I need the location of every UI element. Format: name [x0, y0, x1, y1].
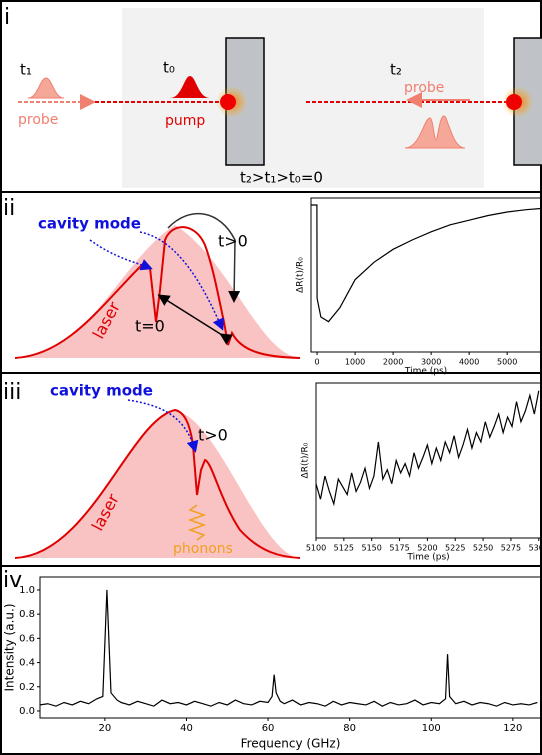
label: cavity mode [38, 215, 141, 233]
spot [220, 94, 236, 110]
x-axis-label: Time (ps) [406, 553, 449, 563]
panel-label: i [4, 5, 10, 30]
label: t₁ [20, 61, 32, 79]
x-tick-label: 3000 [421, 358, 441, 367]
spot [506, 94, 522, 110]
arrow [167, 212, 241, 303]
y-tick-label: 0.4 [19, 658, 35, 669]
x-axis-label: Frequency (GHz) [241, 737, 341, 751]
label: t₂>t₁>t₀=0 [240, 169, 323, 187]
label: pump [165, 113, 205, 129]
x-tick-label: 5250 [473, 544, 493, 553]
x-tick-label: 5175 [389, 544, 409, 553]
label: phonons [173, 541, 233, 557]
y-tick-label: 0.0 [19, 706, 35, 717]
x-tick-label: 60 [262, 723, 275, 734]
plot-frame [315, 382, 542, 539]
x-tick-label: 80 [343, 723, 356, 734]
pulse [27, 77, 65, 99]
x-tick-label: 5000 [497, 358, 517, 367]
arrow [89, 239, 153, 271]
pulse [170, 76, 210, 98]
label: t>0 [218, 232, 248, 251]
y-axis-label: ΔR(t)/R₀ [301, 442, 311, 478]
phonon-wave [187, 504, 207, 541]
label: probe [404, 80, 444, 96]
y-axis-label: Intensity (a.u.) [3, 604, 17, 692]
y-tick-label: 0.8 [19, 609, 35, 620]
y-axis-label: ΔR(t)/R₀ [296, 257, 306, 293]
y-tick-label: 1.0 [19, 585, 35, 596]
x-tick-label: 40 [180, 723, 193, 734]
arrow [157, 294, 233, 345]
label: t>0 [198, 426, 228, 445]
pulse [404, 115, 466, 149]
x-tick-label: 5225 [445, 544, 465, 553]
x-tick-label: 100 [422, 723, 441, 734]
arrow [127, 399, 199, 453]
label: probe [18, 112, 58, 128]
x-tick-label: 5100 [306, 544, 326, 553]
x-tick-label: 5125 [334, 544, 354, 553]
x-tick-label: 120 [503, 723, 522, 734]
x-tick-label: 5275 [501, 544, 521, 553]
x-tick-label: 5300 [529, 544, 542, 553]
label: t=0 [135, 317, 165, 336]
x-tick-label: 4000 [459, 358, 479, 367]
panel-label: iii [3, 380, 21, 405]
x-axis-label: Time (ps) [404, 367, 447, 377]
label: t₂ [390, 61, 402, 79]
spectrum-line [14, 226, 301, 359]
x-tick-label: 5150 [362, 544, 382, 553]
x-tick-label: 20 [99, 723, 112, 734]
panel-label: ii [3, 196, 15, 221]
label: cavity mode [50, 382, 153, 400]
y-tick-label: 0.6 [19, 633, 35, 644]
label: t₀ [163, 59, 175, 77]
plot-frame [39, 576, 542, 719]
laser-spectrum [15, 410, 300, 558]
x-tick-label: 5200 [417, 544, 437, 553]
x-tick-label: 0 [315, 358, 320, 367]
y-tick-label: 0.2 [19, 682, 35, 693]
plot-frame [310, 197, 542, 353]
data-line [311, 204, 541, 323]
arrow [139, 231, 224, 331]
laser-spectrum [15, 225, 300, 358]
x-tick-label: 2000 [383, 358, 403, 367]
panel-label: iv [3, 568, 22, 593]
data-line [316, 390, 540, 507]
x-tick-label: 1000 [345, 358, 365, 367]
data-line [40, 589, 538, 707]
